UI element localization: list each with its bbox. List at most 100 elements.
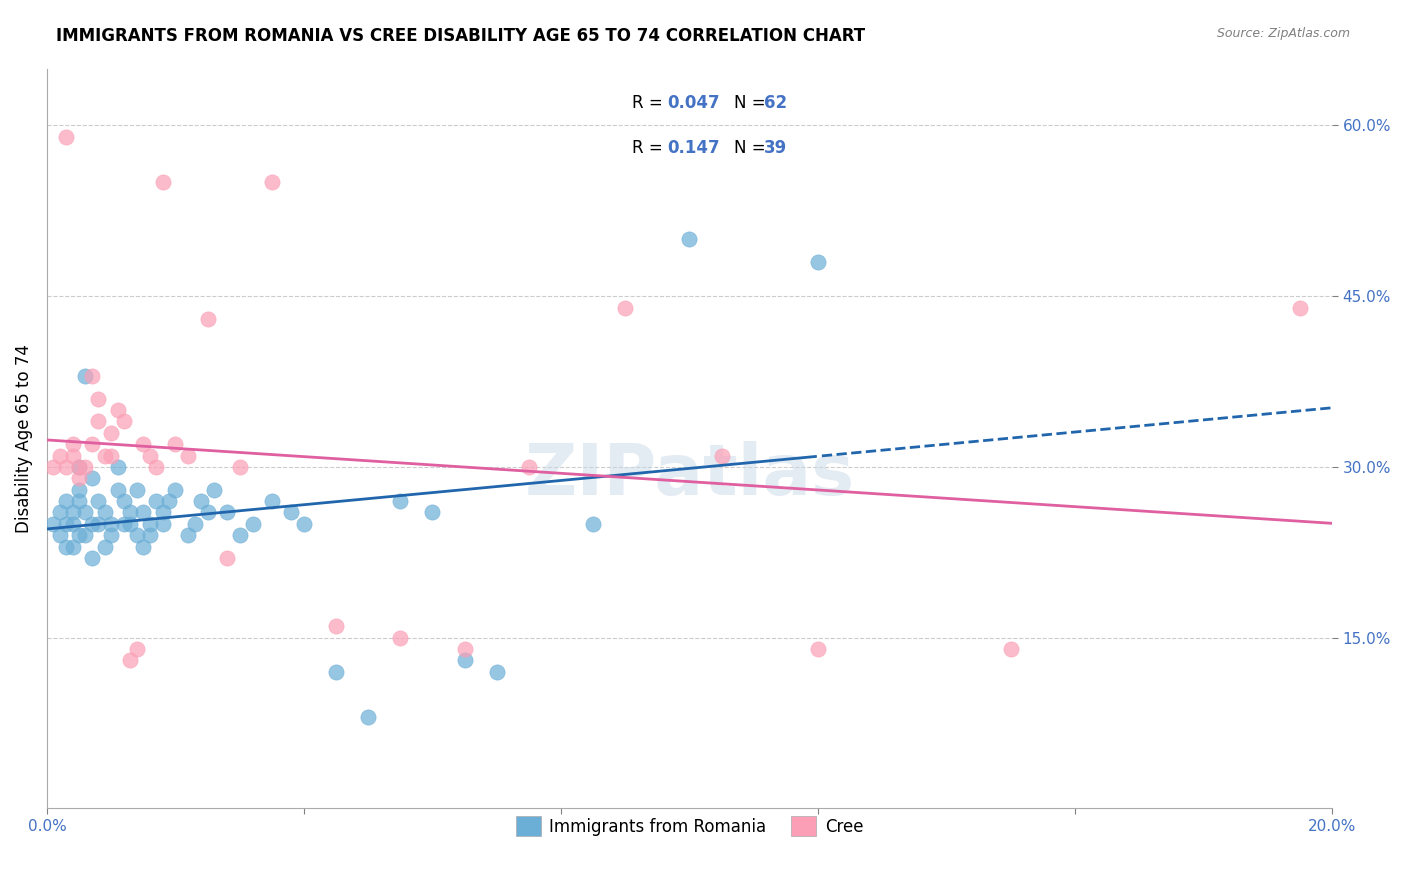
Point	[87, 392, 110, 406]
Point	[228, 528, 250, 542]
Point	[389, 494, 412, 508]
Point	[165, 437, 187, 451]
Point	[42, 516, 65, 531]
Point	[75, 459, 97, 474]
Point	[157, 494, 180, 508]
Point	[87, 494, 110, 508]
Point	[389, 631, 412, 645]
Point	[215, 551, 238, 566]
Text: N =: N =	[734, 139, 772, 157]
Point	[93, 540, 115, 554]
Point	[80, 437, 103, 451]
Point	[357, 710, 380, 724]
Point	[48, 449, 70, 463]
Point	[48, 528, 70, 542]
Point	[62, 516, 84, 531]
Point	[62, 540, 84, 554]
Point	[125, 528, 148, 542]
Point	[80, 551, 103, 566]
Text: 39: 39	[763, 139, 787, 157]
Point	[80, 368, 103, 383]
Point	[132, 506, 155, 520]
Point	[120, 506, 142, 520]
Point	[67, 459, 90, 474]
Point	[165, 483, 187, 497]
Text: R =: R =	[631, 139, 673, 157]
Point	[197, 312, 219, 326]
Point	[112, 516, 135, 531]
Point	[107, 459, 129, 474]
Point	[67, 494, 90, 508]
Point	[67, 483, 90, 497]
Point	[62, 437, 84, 451]
Point	[75, 528, 97, 542]
Point	[132, 540, 155, 554]
Text: R =: R =	[631, 95, 668, 112]
Point	[190, 494, 212, 508]
Point	[453, 653, 475, 667]
Point	[145, 494, 167, 508]
Point	[100, 516, 122, 531]
Text: 0.147: 0.147	[668, 139, 720, 157]
Point	[325, 619, 347, 633]
Point	[807, 642, 830, 657]
Point	[125, 483, 148, 497]
Point	[107, 403, 129, 417]
Point	[55, 516, 77, 531]
Point	[453, 642, 475, 657]
Point	[138, 528, 160, 542]
Point	[132, 437, 155, 451]
Point	[93, 506, 115, 520]
Point	[325, 665, 347, 679]
Point	[260, 494, 283, 508]
Point	[125, 642, 148, 657]
Point	[582, 516, 605, 531]
Point	[55, 459, 77, 474]
Point	[80, 471, 103, 485]
Point	[242, 516, 264, 531]
Point	[485, 665, 508, 679]
Point	[75, 368, 97, 383]
Point	[145, 459, 167, 474]
Text: 0.047: 0.047	[668, 95, 720, 112]
Point	[87, 414, 110, 428]
Point	[152, 516, 174, 531]
Y-axis label: Disability Age 65 to 74: Disability Age 65 to 74	[15, 344, 32, 533]
Text: IMMIGRANTS FROM ROMANIA VS CREE DISABILITY AGE 65 TO 74 CORRELATION CHART: IMMIGRANTS FROM ROMANIA VS CREE DISABILI…	[56, 27, 865, 45]
Point	[678, 232, 700, 246]
Point	[75, 506, 97, 520]
Point	[67, 528, 90, 542]
Point	[93, 449, 115, 463]
Text: ZIPatlas: ZIPatlas	[524, 441, 855, 510]
Point	[87, 516, 110, 531]
Point	[152, 175, 174, 189]
Point	[112, 414, 135, 428]
Point	[48, 506, 70, 520]
Point	[112, 494, 135, 508]
Point	[177, 528, 200, 542]
Point	[177, 449, 200, 463]
Point	[67, 471, 90, 485]
Point	[614, 301, 637, 315]
Point	[67, 459, 90, 474]
Text: Source: ZipAtlas.com: Source: ZipAtlas.com	[1216, 27, 1350, 40]
Point	[260, 175, 283, 189]
Text: 62: 62	[763, 95, 787, 112]
Point	[55, 540, 77, 554]
Point	[100, 449, 122, 463]
Point	[228, 459, 250, 474]
Point	[1000, 642, 1022, 657]
Point	[55, 494, 77, 508]
Point	[120, 516, 142, 531]
Text: N =: N =	[734, 95, 772, 112]
Point	[517, 459, 540, 474]
Point	[422, 506, 444, 520]
Point	[107, 483, 129, 497]
Point	[80, 516, 103, 531]
Point	[215, 506, 238, 520]
Point	[138, 449, 160, 463]
Point	[138, 516, 160, 531]
Point	[62, 449, 84, 463]
Point	[152, 506, 174, 520]
Point	[55, 129, 77, 144]
